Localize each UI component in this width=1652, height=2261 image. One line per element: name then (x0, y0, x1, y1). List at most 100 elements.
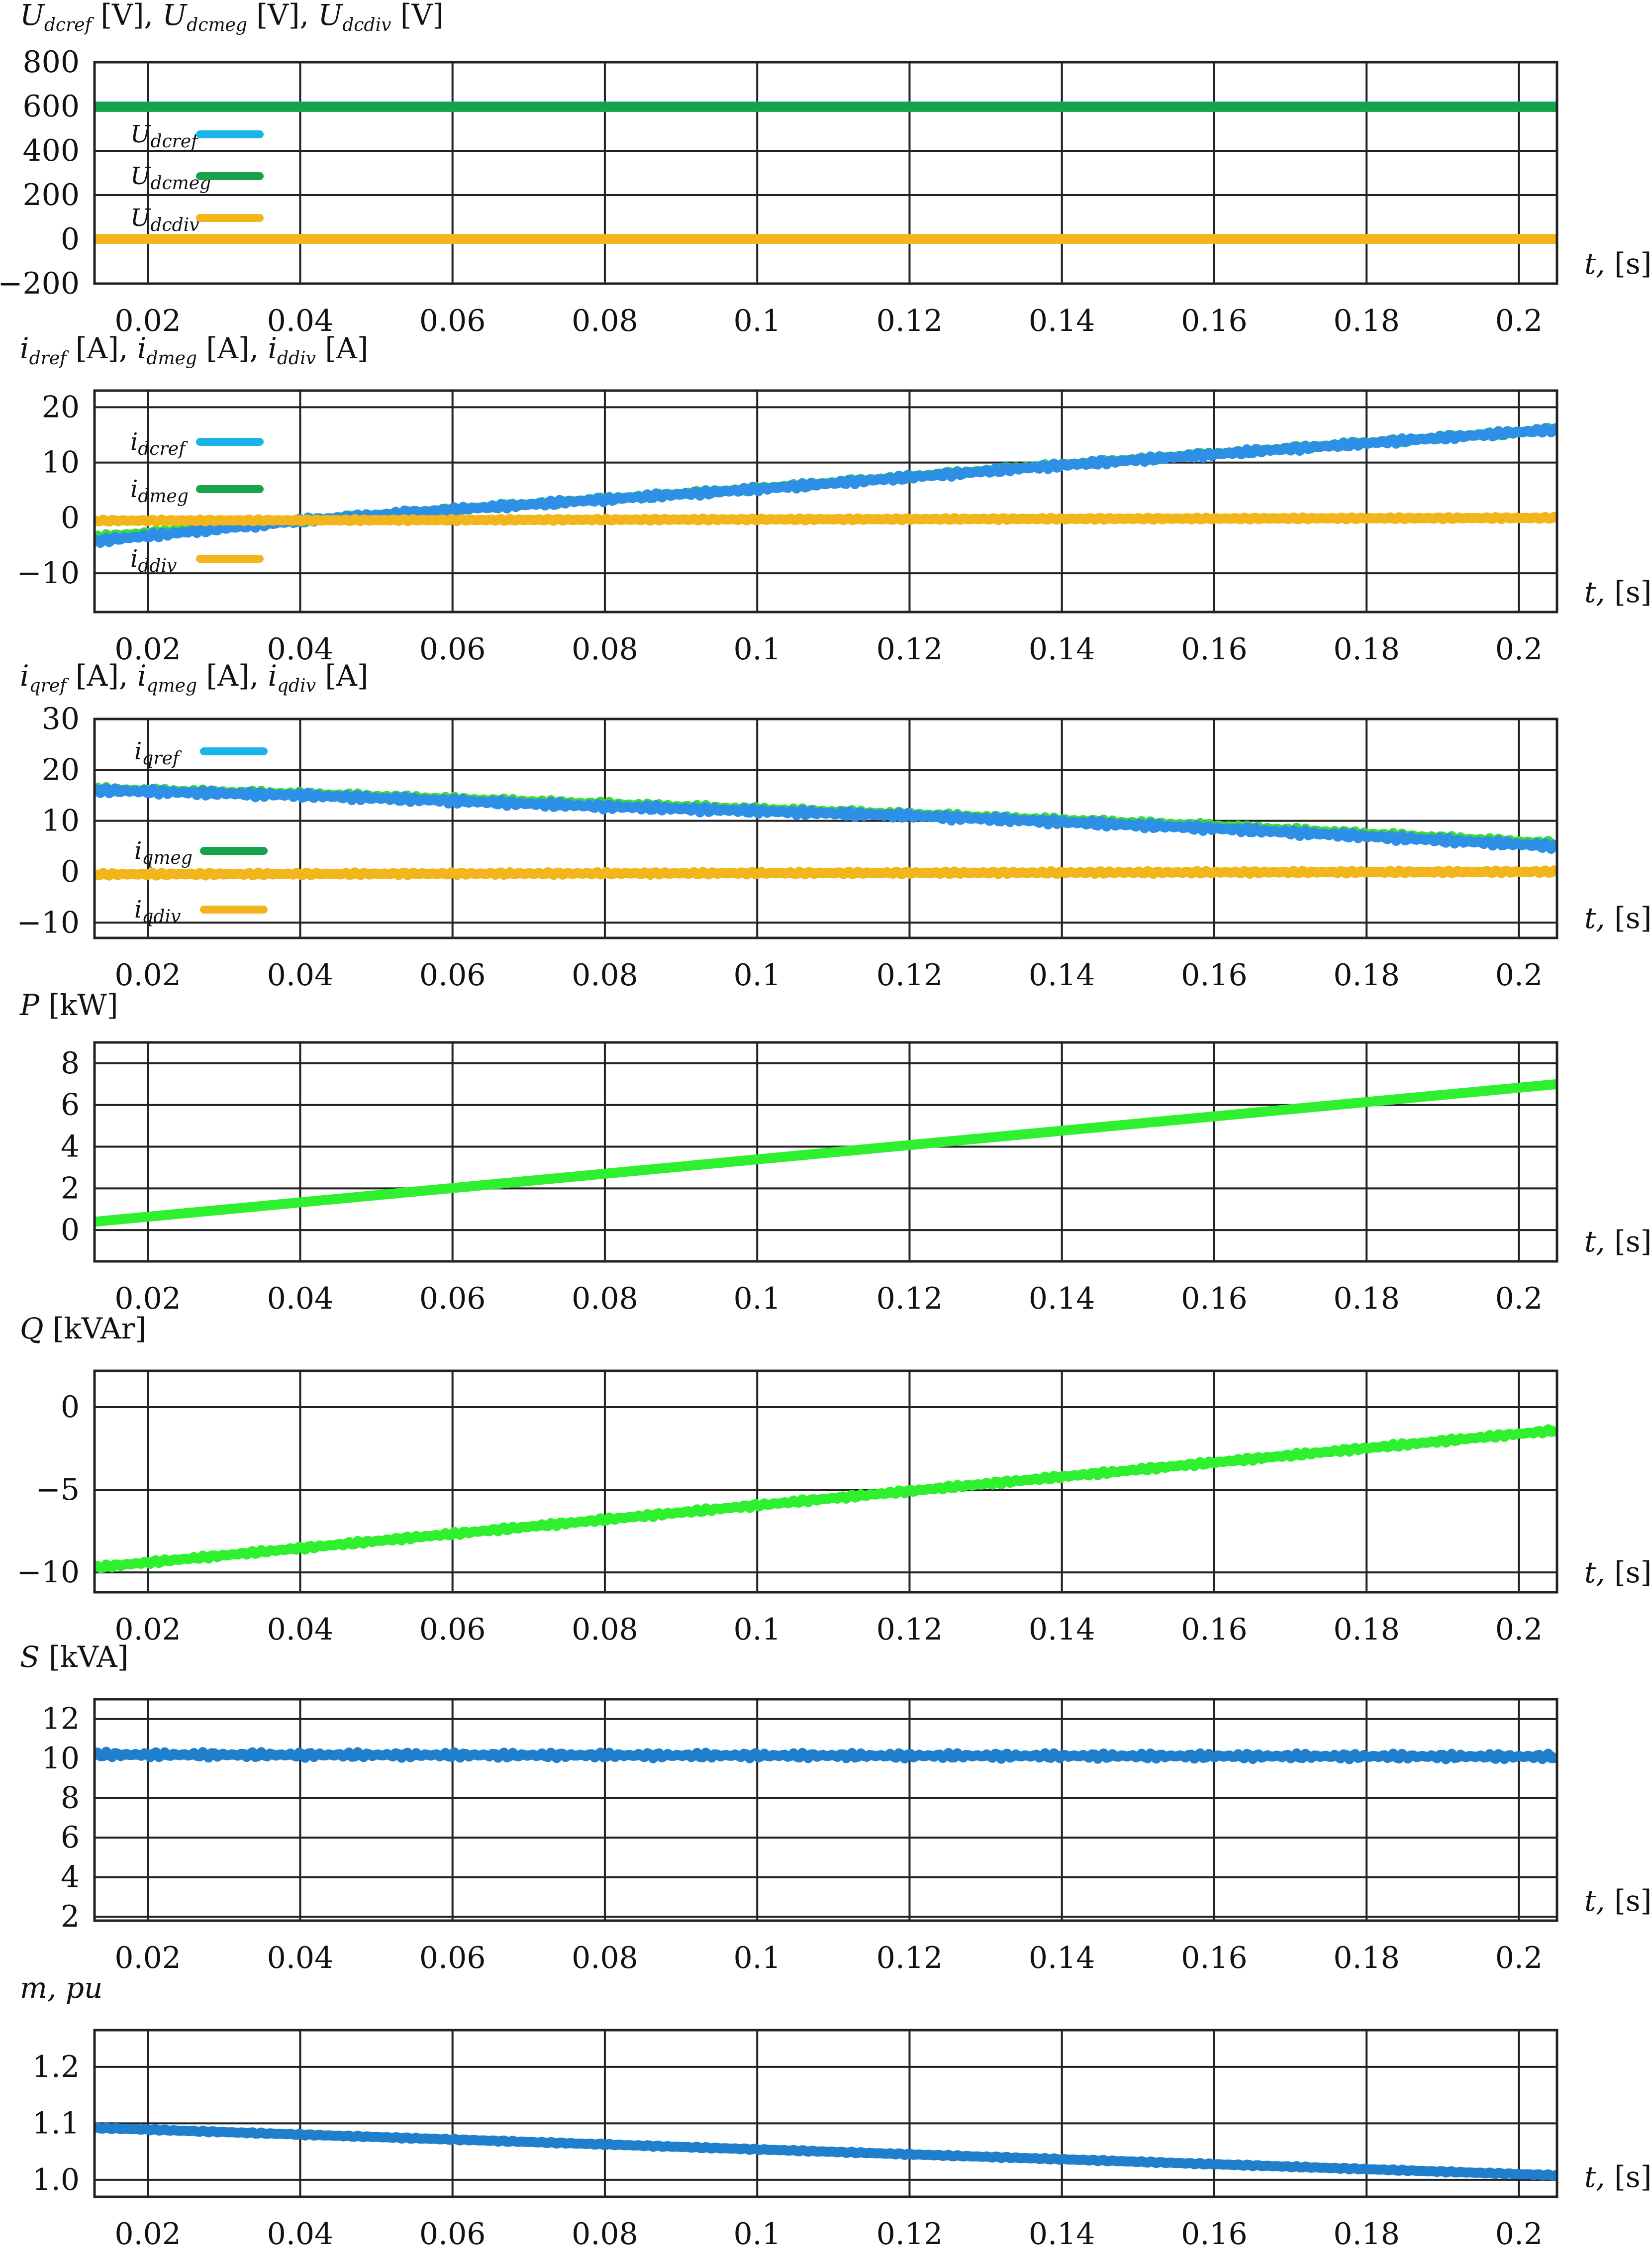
legend-label: iqref (134, 737, 182, 769)
x-tick-label: 0.12 (876, 1612, 943, 1647)
x-tick-label: 0.16 (1181, 1941, 1248, 1975)
y-axis-label: Q [kVAr] (20, 1312, 146, 1345)
x-tick-label: 0.06 (419, 1281, 486, 1316)
x-tick-label: 0.04 (267, 958, 334, 993)
x-axis-label: t, [s] (1584, 901, 1652, 935)
x-tick-label: 0.12 (876, 632, 943, 667)
y-tick-label: 0 (61, 1390, 80, 1425)
x-tick-label: 0.1 (733, 1941, 780, 1975)
y-tick-label: 400 (22, 133, 80, 168)
x-tick-label: 0.18 (1333, 304, 1400, 338)
legend-label: Udcdiv (130, 204, 199, 235)
plot-frame (93, 1698, 1558, 1922)
x-tick-label: 0.1 (733, 304, 780, 338)
y-tick-label: 10 (42, 804, 80, 838)
legend-label: iqmeg (134, 837, 193, 868)
x-tick-label: 0.12 (876, 958, 943, 993)
x-tick-label: 0.02 (114, 1281, 181, 1316)
y-tick-label: 200 (22, 178, 80, 212)
x-tick-label: 0.18 (1333, 632, 1400, 667)
y-tick-label: 1.2 (32, 2050, 80, 2084)
x-tick-label: 0.12 (876, 304, 943, 338)
x-tick-label: 0.18 (1333, 1612, 1400, 1647)
x-tick-label: 0.04 (267, 304, 334, 338)
x-tick-label: 0.08 (572, 1612, 638, 1647)
y-tick-label: −200 (0, 266, 80, 301)
x-tick-label: 0.2 (1495, 958, 1543, 993)
x-tick-label: 0.06 (419, 304, 486, 338)
y-tick-label: 2 (61, 1899, 80, 1934)
x-tick-label: 0.1 (733, 958, 780, 993)
x-tick-label: 0.16 (1181, 2217, 1248, 2252)
y-axis-label: m, pu (20, 1971, 102, 2005)
x-tick-label: 0.16 (1181, 1281, 1248, 1316)
plot-frame (93, 1041, 1558, 1263)
series-line-qdiv (95, 865, 1557, 881)
plot-frame (93, 389, 1558, 614)
x-tick-label: 0.16 (1181, 304, 1248, 338)
x-tick-label: 0.14 (1029, 1941, 1095, 1975)
x-tick-label: 0.04 (267, 2217, 334, 2252)
x-tick-label: 0.14 (1029, 958, 1095, 993)
x-tick-label: 0.06 (419, 2217, 486, 2252)
y-tick-label: 10 (42, 445, 80, 480)
x-tick-label: 0.18 (1333, 1281, 1400, 1316)
x-tick-label: 0.06 (419, 958, 486, 993)
x-tick-label: 0.1 (733, 1612, 780, 1647)
y-tick-label: 0 (61, 222, 80, 257)
y-axis-label: Udcref [V], Udcmeg [V], Udcdiv [V] (20, 0, 444, 35)
x-tick-label: 0.02 (114, 304, 181, 338)
series-line-dcref (95, 423, 1557, 548)
x-tick-label: 0.08 (572, 2217, 638, 2252)
x-tick-label: 0.02 (114, 1941, 181, 1975)
series-line-trace (95, 1079, 1557, 1227)
y-tick-label: 30 (42, 702, 80, 736)
x-axis-label: t, [s] (1584, 2160, 1652, 2194)
x-tick-label: 0.02 (114, 632, 181, 667)
x-tick-label: 0.2 (1495, 632, 1543, 667)
x-tick-label: 0.16 (1181, 958, 1248, 993)
x-tick-label: 0.14 (1029, 304, 1095, 338)
x-axis-label: t, [s] (1584, 247, 1652, 281)
x-tick-label: 0.14 (1029, 1281, 1095, 1316)
y-axis-label: iqref [A], iqmeg [A], iqdiv [A] (20, 659, 369, 696)
series-line-trace (95, 1424, 1557, 1573)
y-tick-label: −10 (16, 556, 80, 591)
x-tick-label: 0.08 (572, 958, 638, 993)
legend-label: Udcref (130, 120, 200, 152)
x-axis-label: t, [s] (1584, 1225, 1652, 1258)
x-tick-label: 0.2 (1495, 2217, 1543, 2252)
legend-label: iddiv (130, 545, 177, 576)
plot-frame (93, 2029, 1558, 2198)
y-tick-label: 8 (61, 1046, 80, 1081)
series-line-trace (95, 2122, 1557, 2181)
x-tick-label: 0.18 (1333, 1941, 1400, 1975)
legend-label: idcref (130, 428, 188, 459)
x-tick-label: 0.04 (267, 1941, 334, 1975)
x-tick-label: 0.2 (1495, 1612, 1543, 1647)
y-tick-label: 1.0 (32, 2162, 80, 2197)
x-tick-label: 0.06 (419, 632, 486, 667)
plot-frame (93, 1369, 1558, 1594)
plot-panel-2: 20 10 0 −10 0.02 0.04 0.06 0.08 0.1 0.12 0.14 0.16 0… (16, 331, 1652, 667)
y-tick-label: 4 (61, 1860, 80, 1895)
y-axis-label: idref [A], idmeg [A], iddiv [A] (20, 331, 369, 369)
x-tick-label: 0.08 (572, 1281, 638, 1316)
x-tick-label: 0.04 (267, 1281, 334, 1316)
y-tick-label: 12 (42, 1702, 80, 1737)
y-axis-label: S [kVA] (20, 1640, 128, 1674)
x-axis-label: t, [s] (1584, 1555, 1652, 1589)
y-tick-label: 6 (61, 1088, 80, 1123)
x-tick-label: 0.2 (1495, 1281, 1543, 1316)
y-tick-label: 4 (61, 1130, 80, 1164)
y-tick-label: 600 (22, 89, 80, 124)
y-tick-label: 1.1 (32, 2106, 80, 2141)
x-tick-label: 0.12 (876, 2217, 943, 2252)
plot-panel-1: 800 600 400 200 0 −200 0.02 0.04 0.06 0.08 0.1 0.12… (0, 0, 1652, 338)
plot-panel-5: 0 −5 −10 0.02 0.04 0.06 0.08 0.1 0.12 0.14 0.16 0.1… (16, 1312, 1652, 1647)
plot-frame (93, 718, 1558, 939)
x-tick-label: 0.14 (1029, 2217, 1095, 2252)
y-tick-label: 0 (61, 501, 80, 535)
y-tick-label: 10 (42, 1741, 80, 1776)
series-line-trace (95, 1747, 1557, 1764)
